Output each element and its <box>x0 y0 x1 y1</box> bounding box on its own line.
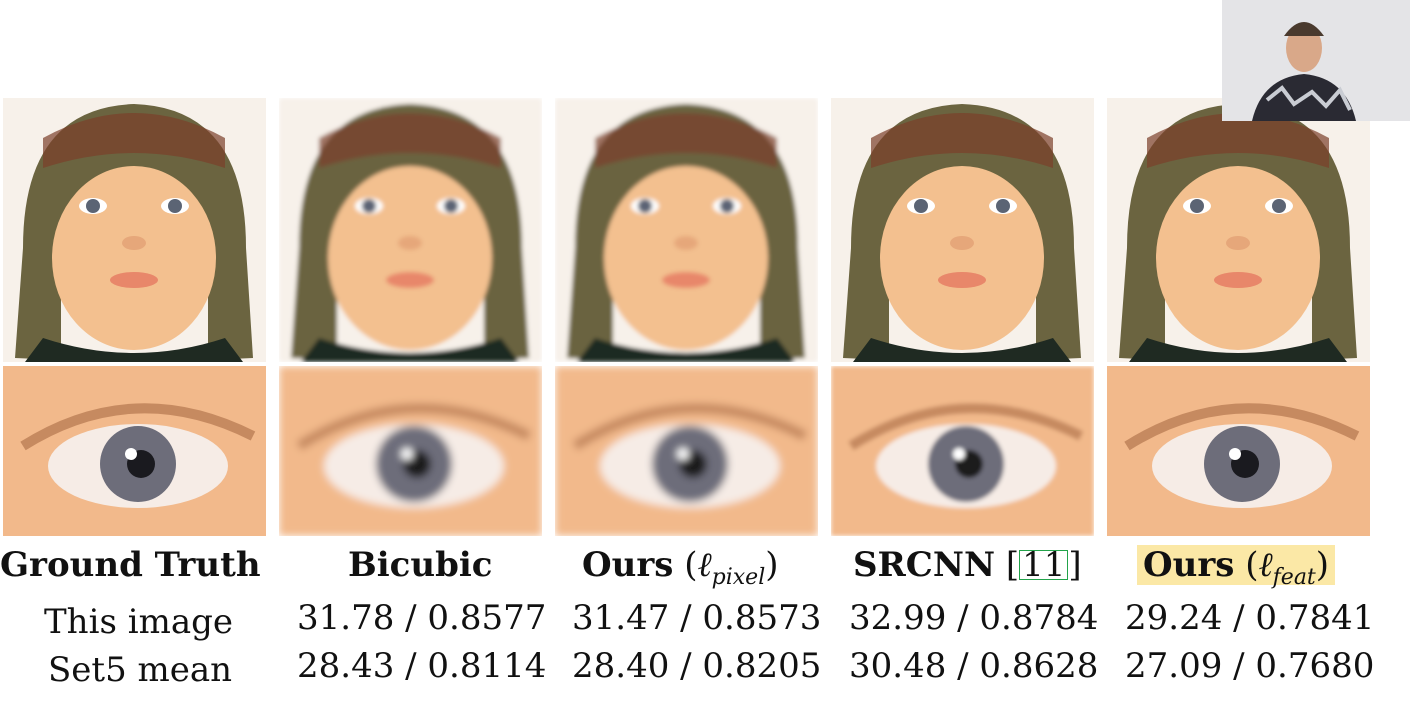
caption-srcnn: SRCNN [11] <box>853 545 1082 585</box>
citation-link[interactable]: 11 <box>1019 548 1069 582</box>
face-image-bicubic <box>279 98 542 362</box>
caption-ours-feat: Ours (ℓfeat) <box>1137 545 1336 591</box>
caption-ground-truth: Ground Truth <box>0 545 261 585</box>
metric-bicubic-this-image: 31.78 / 0.8577 <box>297 598 547 638</box>
face-image-ground-truth <box>3 98 266 362</box>
eye-crop-bicubic <box>279 366 542 536</box>
eye-crop-ours-feat <box>1107 366 1370 536</box>
face-image-ours-feat <box>1107 98 1370 362</box>
row-label-set5-mean: Set5 mean <box>48 650 233 690</box>
eye-crop-srcnn <box>831 366 1094 536</box>
metric-ours-feat-this-image: 29.24 / 0.7841 <box>1125 598 1375 638</box>
metric-srcnn-set5: 30.48 / 0.8628 <box>849 646 1099 686</box>
presenter-webcam <box>1222 0 1410 121</box>
face-image-ours-pixel <box>555 98 818 362</box>
caption-bicubic: Bicubic <box>348 545 493 585</box>
metric-ours-pixel-set5: 28.40 / 0.8205 <box>572 646 822 686</box>
metric-ours-pixel-this-image: 31.47 / 0.8573 <box>572 598 822 638</box>
caption-ours-pixel: Ours (ℓpixel) <box>582 545 779 590</box>
eye-crop-ours-pixel <box>555 366 818 536</box>
metric-bicubic-set5: 28.43 / 0.8114 <box>297 646 547 686</box>
eye-crop-ground-truth <box>3 366 266 536</box>
face-image-srcnn <box>831 98 1094 362</box>
row-label-this-image: This image <box>44 602 233 642</box>
metric-srcnn-this-image: 32.99 / 0.8784 <box>849 598 1099 638</box>
metric-ours-feat-set5: 27.09 / 0.7680 <box>1125 646 1375 686</box>
